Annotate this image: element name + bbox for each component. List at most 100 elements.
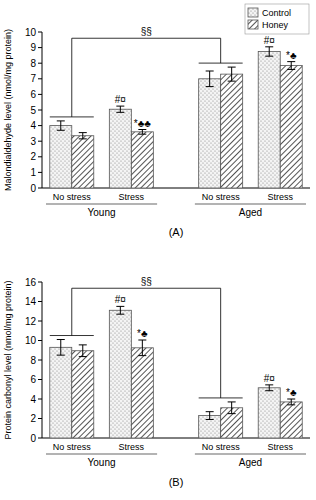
y-tick-label: 16	[25, 277, 37, 288]
group-separator	[195, 204, 306, 205]
bar	[131, 348, 153, 438]
group-separator	[46, 204, 157, 205]
y-tick	[38, 282, 42, 283]
y-tick	[38, 141, 42, 142]
error-bar	[57, 121, 65, 130]
y-tick-label: 0	[30, 433, 36, 444]
x-tick-label: Stress	[267, 192, 293, 202]
error-bar	[287, 399, 295, 405]
error-bar	[79, 345, 87, 357]
y-tick-label: 8	[30, 58, 36, 69]
annotation: #¤	[264, 373, 276, 384]
y-tick-label: 0	[30, 183, 36, 194]
error-bar	[265, 385, 273, 391]
annotation: *♣	[286, 387, 297, 398]
y-tick-label: 10	[25, 27, 37, 38]
x-tick-label: Stress	[267, 442, 293, 452]
bars	[50, 47, 302, 188]
y-tick-label: 10	[25, 335, 37, 346]
y-tick-label: 1	[30, 167, 36, 178]
y-tick	[38, 94, 42, 95]
y-axis-label: Protein carbonyl level (nmol/mg protein)	[3, 280, 13, 439]
x-tick-label: No stress	[53, 192, 92, 202]
figure: 012345678910Malondialdehyde level (nmol/…	[0, 0, 316, 500]
error-bar	[228, 402, 236, 414]
error-bar	[287, 62, 295, 70]
bar	[258, 388, 280, 438]
bar	[109, 310, 131, 438]
y-tick	[38, 47, 42, 48]
bracket-label: §§	[141, 276, 152, 287]
bar	[280, 402, 302, 438]
x-tick-label: No stress	[202, 442, 241, 452]
y-tick	[38, 63, 42, 64]
y-tick	[38, 188, 42, 189]
error-bar	[265, 47, 273, 56]
legend-swatch	[248, 20, 258, 29]
y-tick-label: 5	[30, 105, 36, 116]
annotation: #¤	[264, 35, 276, 46]
group-label: Young	[88, 457, 116, 468]
error-bar	[138, 130, 146, 135]
bar	[72, 136, 94, 188]
annotation: #¤	[115, 294, 127, 305]
error-bar	[116, 306, 124, 314]
x-tick-label: No stress	[202, 192, 241, 202]
y-tick-label: 6	[30, 89, 36, 100]
legend-label: Honey	[262, 20, 289, 30]
y-axis	[42, 32, 43, 188]
error-bar	[228, 67, 236, 81]
y-tick	[38, 110, 42, 111]
error-bar	[116, 106, 124, 112]
group-label: Aged	[239, 207, 262, 218]
bar	[199, 79, 221, 188]
error-bar	[138, 340, 146, 356]
y-tick-label: 3	[30, 136, 36, 147]
y-tick	[38, 156, 42, 157]
group-label: Young	[88, 207, 116, 218]
y-axis-label: Malondialdehyde level (nmol/mg protein)	[3, 29, 13, 191]
y-tick-label: 4	[30, 394, 36, 405]
y-tick	[38, 360, 42, 361]
y-tick	[38, 399, 42, 400]
bar	[280, 66, 302, 188]
error-bar	[206, 412, 214, 420]
y-tick	[38, 32, 42, 33]
y-tick-label: 14	[25, 296, 37, 307]
group-separator	[46, 454, 157, 455]
y-tick-label: 4	[30, 120, 36, 131]
error-bar	[79, 133, 87, 139]
x-tick-label: Stress	[119, 442, 145, 452]
y-tick	[38, 78, 42, 79]
error-bar	[57, 340, 65, 356]
y-tick-label: 6	[30, 374, 36, 385]
y-tick	[38, 125, 42, 126]
bar	[258, 52, 280, 189]
bar	[50, 347, 72, 438]
significance-bracket	[50, 38, 243, 117]
y-tick-label: 9	[30, 42, 36, 53]
annotation: *♣	[286, 50, 297, 61]
x-tick-label: Stress	[119, 192, 145, 202]
y-tick	[38, 340, 42, 341]
y-tick	[38, 172, 42, 173]
y-tick-label: 12	[25, 316, 37, 327]
y-tick	[38, 438, 42, 439]
y-tick-label: 7	[30, 73, 36, 84]
y-tick-label: 8	[30, 355, 36, 366]
legend-swatch	[248, 8, 258, 17]
legend-label: Control	[262, 8, 291, 18]
error-bar	[206, 71, 214, 87]
bars	[50, 306, 302, 438]
bar	[109, 109, 131, 188]
y-axis	[42, 282, 43, 438]
y-tick-label: 2	[30, 151, 36, 162]
y-tick	[38, 321, 42, 322]
bar	[50, 126, 72, 188]
bar	[72, 351, 94, 438]
annotation: *♣♣	[134, 118, 151, 129]
x-tick-label: No stress	[53, 442, 92, 452]
y-tick	[38, 379, 42, 380]
bar	[131, 132, 153, 188]
annotation: *♣	[137, 328, 148, 339]
